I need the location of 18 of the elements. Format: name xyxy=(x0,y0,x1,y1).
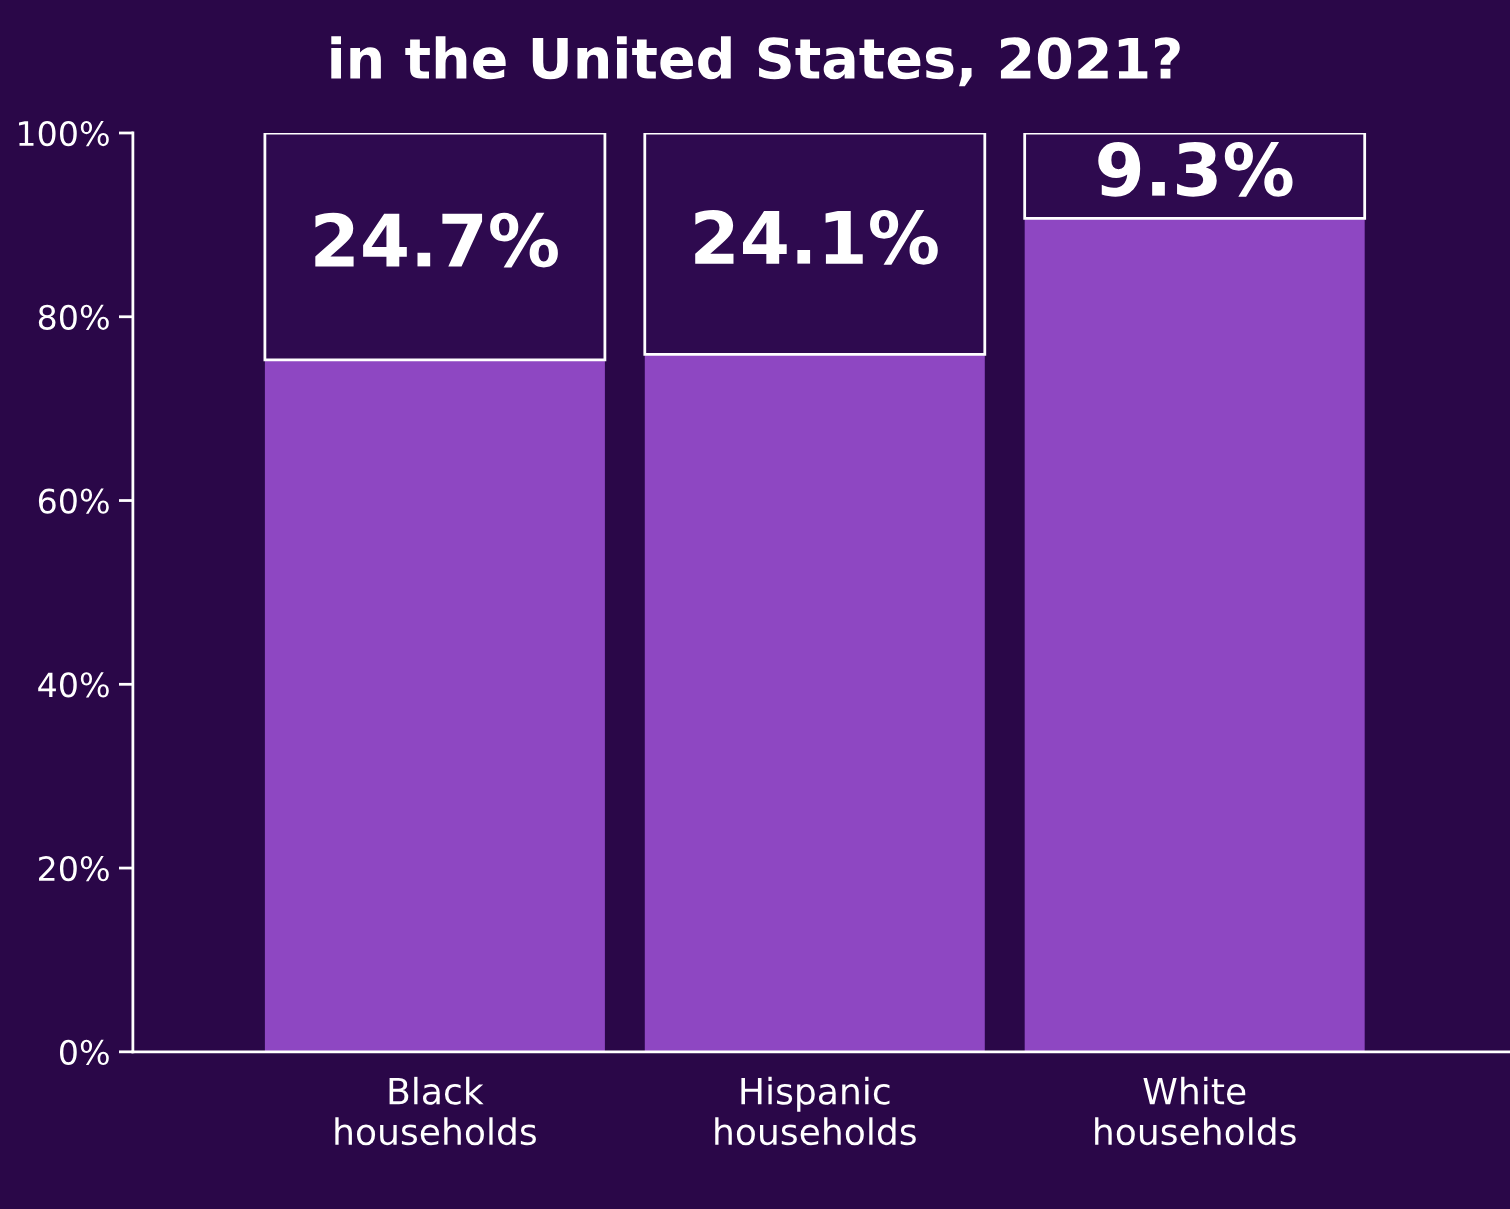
y-tick-label: 80% xyxy=(38,304,109,330)
data-label: 9.3% xyxy=(1098,142,1293,197)
data-label: 24.7% xyxy=(315,212,558,268)
y-tick-label: 60% xyxy=(38,488,109,514)
y-tick-label: 20% xyxy=(39,855,109,882)
x-tick-label: White households xyxy=(1095,1076,1296,1146)
y-tick-label: 40% xyxy=(38,672,109,698)
bar xyxy=(263,132,607,362)
data-label: 24.1% xyxy=(695,210,938,265)
bar xyxy=(264,359,605,1052)
y-tick-label: 0% xyxy=(59,1039,109,1065)
x-tick-label: Hispanic households xyxy=(715,1076,916,1146)
bar xyxy=(1024,218,1365,1052)
chart-title: in the United States, 2021? xyxy=(331,36,1180,87)
y-tick-label: 100% xyxy=(19,120,109,147)
bar xyxy=(643,132,987,356)
bar xyxy=(644,354,985,1052)
x-tick-label: Black households xyxy=(335,1076,536,1146)
